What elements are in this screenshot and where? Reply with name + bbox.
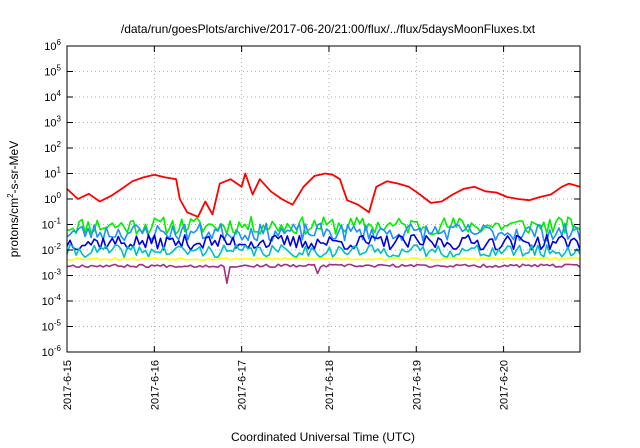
y-tick-label: 104 xyxy=(44,89,61,104)
y-tick-label: 10-2 xyxy=(42,242,62,257)
series-line-2 xyxy=(66,216,581,236)
y-axis-label-post: -s-sr-MeV xyxy=(7,141,21,194)
grid xyxy=(67,46,580,352)
x-tick-label: 2017-6-20 xyxy=(499,360,511,410)
x-tick-label: 2017-6-19 xyxy=(411,360,423,410)
chart-title: /data/run/goesPlots/archive/2017-06-20/2… xyxy=(121,22,536,36)
y-tick-label: 100 xyxy=(44,191,61,206)
series-line-3 xyxy=(66,222,581,242)
x-tick-label: 2017-6-18 xyxy=(324,360,336,410)
y-axis-ticks: 10-6 10-5 10-4 10-3 10-2 10-1 100 101 102 103 104 1… xyxy=(42,38,580,359)
x-tick-label: 2017-6-15 xyxy=(62,360,74,410)
y-tick-label: 10-3 xyxy=(42,268,62,283)
series-line-6 xyxy=(66,256,581,261)
series-group xyxy=(66,172,581,285)
y-tick-label: 10-5 xyxy=(42,319,62,334)
y-axis-label-pre: protons/cm xyxy=(7,198,21,257)
x-tick-label: 2017-6-16 xyxy=(149,360,161,410)
y-tick-label: 10-1 xyxy=(42,217,62,232)
series-line-1 xyxy=(66,172,581,218)
y-tick-label: 102 xyxy=(44,140,61,155)
y-axis-label-sup: 2 xyxy=(6,193,15,198)
series-line-5 xyxy=(66,244,581,259)
x-axis-ticks: 2017-6-15 2017-6-16 2017-6-17 2017-6-18 2017… xyxy=(62,46,511,410)
y-tick-label: 10-6 xyxy=(42,344,62,359)
y-tick-label: 103 xyxy=(44,115,61,130)
y-tick-label: 105 xyxy=(44,64,61,79)
x-axis-label: Coordinated Universal Time (UTC) xyxy=(231,430,415,444)
y-tick-label: 10-4 xyxy=(42,293,62,308)
y-tick-label: 106 xyxy=(44,38,61,53)
y-axis-label: protons/cm2-s-sr-MeV xyxy=(6,141,21,257)
x-tick-label: 2017-6-17 xyxy=(237,360,249,410)
series-line-4 xyxy=(66,233,581,251)
y-tick-label: 101 xyxy=(44,166,61,181)
series-line-7 xyxy=(66,263,581,285)
